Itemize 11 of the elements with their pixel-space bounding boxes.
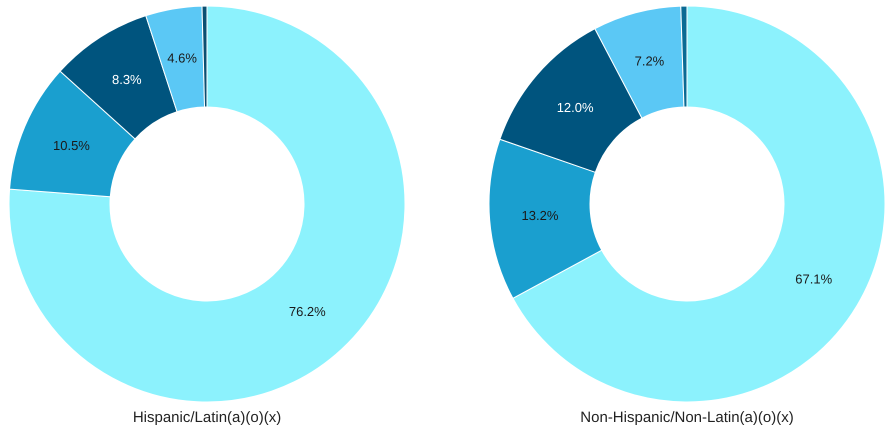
data-label: 67.1% — [795, 271, 833, 286]
data-label: 13.2% — [522, 208, 559, 224]
data-label: 12.0% — [556, 100, 594, 115]
data-label: 10.5% — [53, 138, 90, 153]
data-label: 7.2% — [634, 53, 665, 68]
data-label: 4.6% — [167, 50, 198, 66]
data-label: 76.2% — [288, 304, 326, 320]
text: Hispanic/Latin(a)(o)(x) — [132, 409, 282, 426]
text: Non-Hispanic/Non-Latin(a)(o)(x) — [580, 409, 794, 426]
data-label: 8.3% — [112, 72, 142, 88]
donut-slice — [8, 6, 406, 402]
